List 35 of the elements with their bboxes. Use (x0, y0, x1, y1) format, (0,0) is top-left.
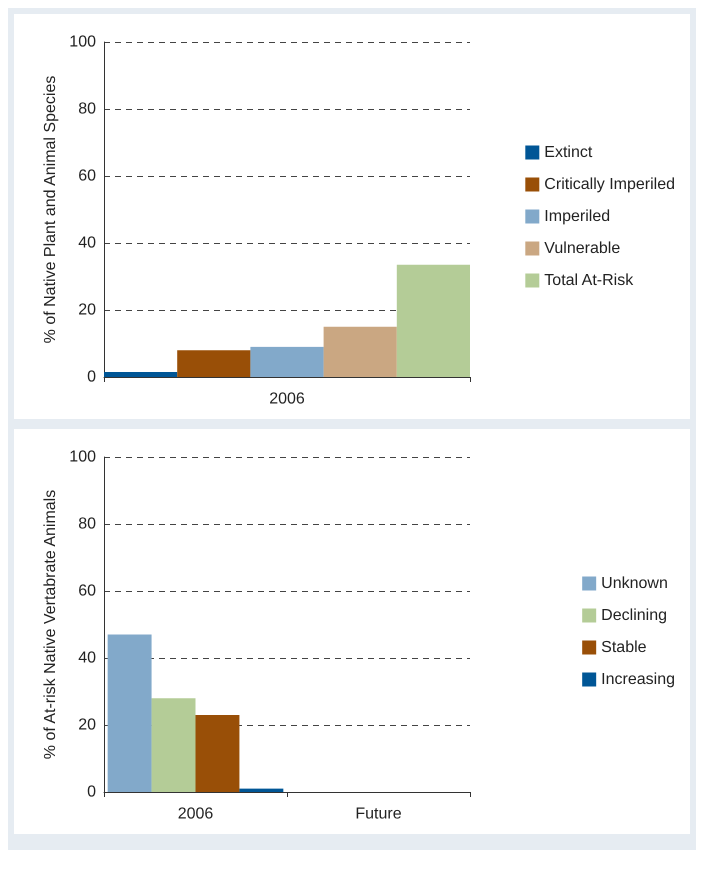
y-axis-title: % of Native Plant and Animal Species (42, 76, 59, 344)
y-tick-label: 20 (78, 302, 96, 318)
y-tick-label: 40 (78, 650, 96, 666)
bar (104, 372, 178, 377)
y-tick-label: 100 (69, 448, 96, 466)
x-tick-label: Future (355, 806, 402, 822)
y-tick-label: 80 (78, 100, 96, 118)
bar (324, 326, 397, 377)
y-axis-title: % of At-risk Native Vertabrate Animals (42, 490, 59, 760)
y-tick-label: 20 (78, 716, 96, 734)
y-tick-label: 0 (87, 784, 96, 800)
y-tick-label: 100 (69, 34, 96, 50)
x-tick-label: 2006 (269, 390, 305, 408)
y-tick-label: 0 (87, 368, 96, 386)
legend-label: Extinct (544, 144, 593, 161)
legend-label: Unknown (601, 575, 668, 592)
legend-label: Imperiled (544, 208, 610, 225)
y-tick-label: 60 (78, 168, 96, 184)
legend-label: Declining (601, 607, 667, 624)
y-tick-label: 80 (78, 516, 96, 532)
legend-label: Increasing (601, 671, 676, 688)
legend-label: Total At-Risk (544, 272, 634, 289)
y-tick-label: 60 (78, 582, 96, 600)
bar (152, 698, 196, 792)
bar (239, 788, 284, 792)
x-tick-label: 2006 (178, 806, 214, 822)
legend-label: Vulnerable (544, 240, 620, 257)
legend-label: Critically Imperiled (544, 176, 676, 193)
bar (177, 350, 250, 377)
bar (396, 264, 470, 377)
legend-label: Stable (601, 639, 647, 656)
bar (196, 714, 240, 792)
bar (250, 346, 324, 377)
bar (108, 634, 152, 792)
y-tick-label: 40 (78, 234, 96, 252)
